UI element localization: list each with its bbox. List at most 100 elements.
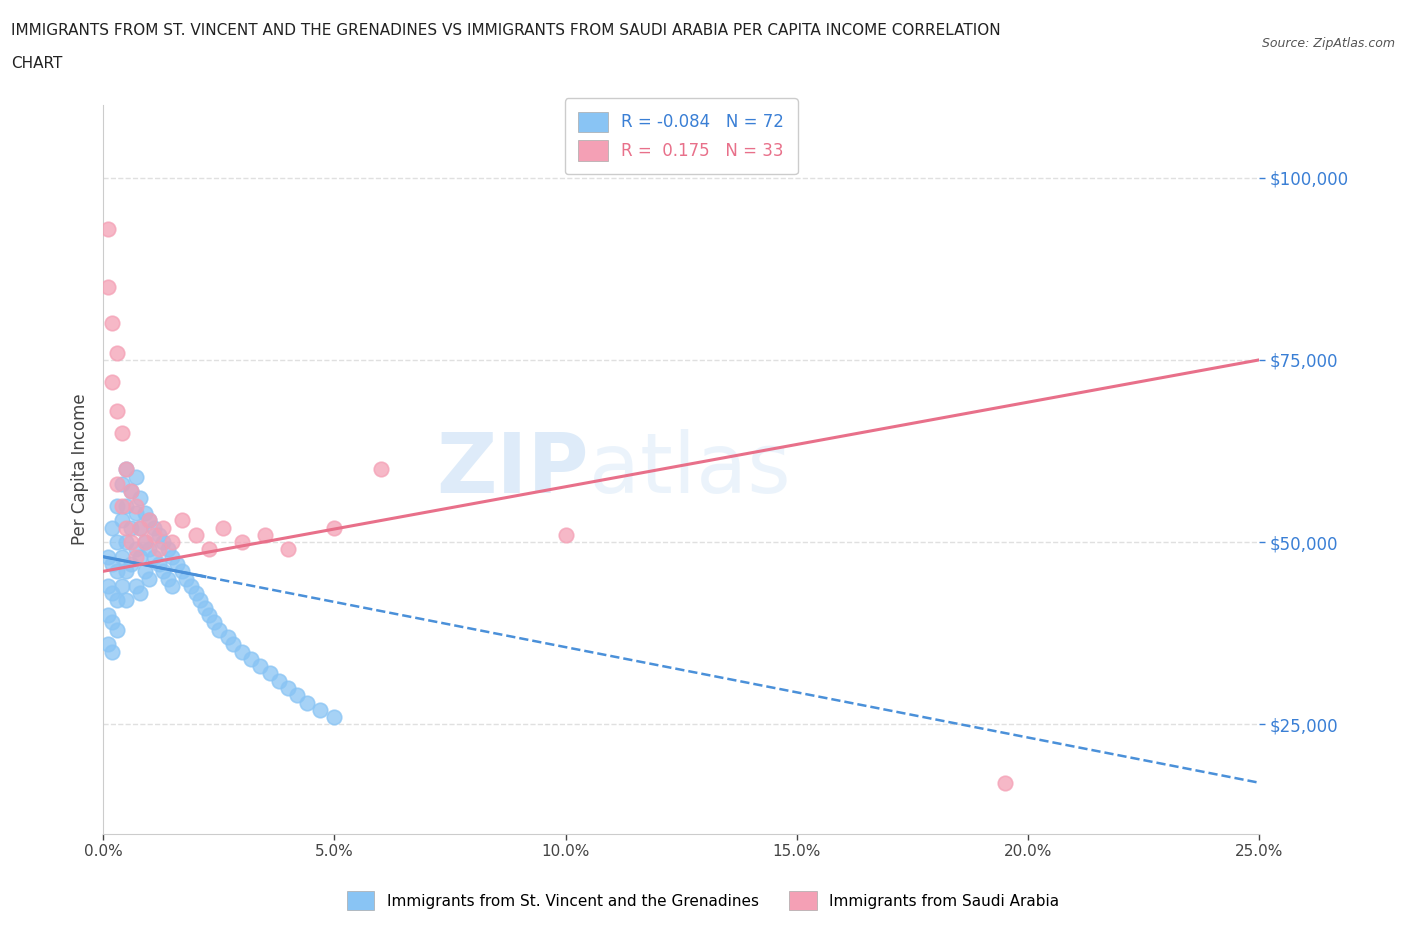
Point [295,695,318,710]
Point [208,622,231,637]
Point [105,593,128,608]
Point [217,630,239,644]
Point [156,542,179,557]
Point [370,462,392,477]
Point [101,374,124,389]
Point [198,542,221,557]
Point [105,622,128,637]
Point [277,542,299,557]
Point [249,658,271,673]
Text: ZIP: ZIP [436,429,589,510]
Point [115,564,138,578]
Point [111,578,134,593]
Point [111,498,134,513]
Point [162,535,184,550]
Point [212,520,235,535]
Point [188,593,211,608]
Point [120,556,142,571]
Point [309,702,332,717]
Point [148,556,170,571]
Point [101,644,124,659]
Point [101,520,124,535]
Point [152,520,174,535]
Point [97,280,120,295]
Point [240,651,263,666]
Point [134,564,156,578]
Point [994,776,1017,790]
Point [105,498,128,513]
Point [105,564,128,578]
Text: Source: ZipAtlas.com: Source: ZipAtlas.com [1261,37,1395,50]
Point [115,462,138,477]
Point [253,527,276,542]
Point [156,571,179,586]
Point [101,556,124,571]
Point [120,484,142,498]
Legend: Immigrants from St. Vincent and the Grenadines, Immigrants from Saudi Arabia: Immigrants from St. Vincent and the Gren… [339,884,1067,918]
Point [120,535,142,550]
Text: atlas: atlas [589,429,790,510]
Point [111,550,134,565]
Point [162,550,184,565]
Point [170,512,193,527]
Point [134,535,156,550]
Point [115,520,138,535]
Point [101,316,124,331]
Point [198,607,221,622]
Point [111,425,134,440]
Point [97,221,120,236]
Point [152,535,174,550]
Point [129,491,152,506]
Point [166,556,188,571]
Point [111,476,134,491]
Point [143,520,166,535]
Point [267,673,290,688]
Point [124,498,146,513]
Point [138,512,160,527]
Text: IMMIGRANTS FROM ST. VINCENT AND THE GRENADINES VS IMMIGRANTS FROM SAUDI ARABIA P: IMMIGRANTS FROM ST. VINCENT AND THE GREN… [11,23,1001,38]
Point [124,469,146,484]
Point [101,615,124,630]
Point [134,506,156,521]
Point [184,527,207,542]
Point [231,644,253,659]
Point [170,564,193,578]
Point [97,578,120,593]
Point [277,681,299,696]
Point [101,586,124,601]
Point [148,527,170,542]
Point [162,578,184,593]
Point [202,615,225,630]
Point [129,586,152,601]
Point [143,550,166,565]
Point [115,462,138,477]
Point [120,484,142,498]
Point [138,571,160,586]
Point [105,476,128,491]
Point [323,710,346,724]
Point [115,498,138,513]
Point [124,542,146,557]
Point [138,512,160,527]
Point [129,520,152,535]
Point [120,520,142,535]
Point [554,527,576,542]
Point [105,404,128,418]
Point [176,571,198,586]
Point [97,607,120,622]
Point [124,506,146,521]
Point [148,542,170,557]
Y-axis label: Per Capita Income: Per Capita Income [72,393,89,545]
Point [134,535,156,550]
Point [323,520,346,535]
Point [184,586,207,601]
Point [97,550,120,565]
Point [105,345,128,360]
Point [115,593,138,608]
Point [194,601,217,616]
Point [105,535,128,550]
Point [124,578,146,593]
Point [231,535,253,550]
Legend: R = -0.084   N = 72, R =  0.175   N = 33: R = -0.084 N = 72, R = 0.175 N = 33 [565,99,797,174]
Point [285,688,308,703]
